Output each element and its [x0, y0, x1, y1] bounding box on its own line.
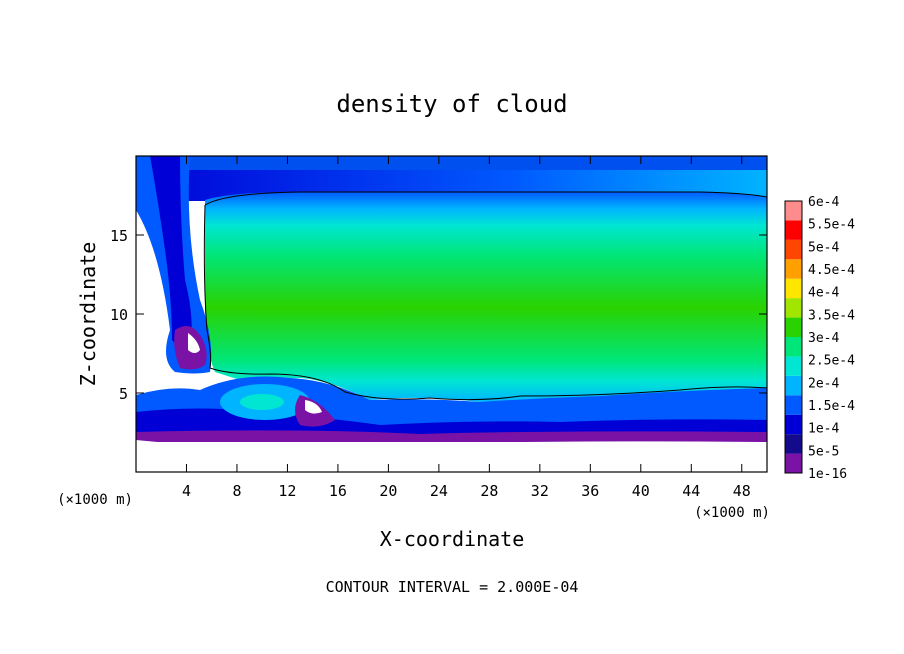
plot-area: [136, 156, 767, 472]
colorbar-swatch: [785, 298, 802, 318]
colorbar-label: 1e-4: [808, 422, 839, 437]
colorbar-swatch: [785, 356, 802, 376]
colorbar-label: 5e-5: [808, 444, 839, 459]
colorbar-label: 2e-4: [808, 376, 839, 391]
x-tick-label: 4: [182, 482, 191, 500]
colorbar-swatch: [785, 453, 802, 473]
x-tick-label: 16: [329, 482, 347, 500]
x-axis-label: X-coordinate: [380, 527, 525, 551]
colorbar: 1e-16 5e-5 1e-4 1.5e-4 2e-4 2.5e-4 3e-4 3.5e-4 4…: [784, 195, 855, 482]
x-unit-label: (×1000 m): [694, 505, 770, 521]
colorbar-swatch: [785, 259, 802, 279]
x-tick-label: 32: [531, 482, 549, 500]
contour-line: [203, 204, 767, 401]
contour-interval-note: CONTOUR INTERVAL = 2.000E-04: [326, 578, 579, 596]
y-tick-label: 10: [110, 306, 128, 324]
y-tick-label: 15: [110, 227, 128, 245]
colorbar-swatch: [785, 201, 802, 221]
upper-band-top: [136, 156, 767, 170]
colorbar-swatch: [785, 278, 802, 299]
x-tick-label: 28: [480, 482, 498, 500]
cloud-body: [205, 192, 767, 402]
x-axis: 4 8 12 16 20 24 28 32 36 40 44 48: [182, 156, 751, 500]
y-axis: 5 10 15: [110, 227, 767, 403]
x-tick-label: 44: [682, 482, 700, 500]
chart-title: density of cloud: [336, 90, 567, 118]
x-tick-label: 20: [379, 482, 397, 500]
colorbar-label: 4.5e-4: [808, 263, 855, 278]
x-tick-label: 12: [278, 482, 296, 500]
y-tick-label: 5: [119, 385, 128, 403]
white-pocket: [305, 400, 322, 414]
colorbar-swatch: [785, 434, 802, 454]
colorbar-label: 6e-4: [808, 195, 839, 210]
colorbar-swatch: [785, 317, 802, 337]
colorbar-swatch: [785, 395, 802, 415]
colorbar-label: 1.5e-4: [808, 399, 855, 414]
contour-line: [204, 191, 767, 206]
colorbar-label: 1e-16: [808, 467, 847, 482]
white-pocket: [188, 333, 200, 353]
colorbar-swatch: [785, 239, 802, 260]
x-tick-label: 40: [632, 482, 650, 500]
colorbar-swatch: [785, 220, 802, 240]
colorbar-label: 3.5e-4: [808, 308, 855, 323]
x-unit-label: (×1000 m): [57, 492, 133, 508]
colorbar-frame: [784, 200, 803, 474]
colorbar-swatch: [785, 414, 802, 435]
colorbar-label: 5e-4: [808, 240, 839, 255]
colorbar-label: 5.5e-4: [808, 218, 855, 233]
x-tick-label: 8: [232, 482, 241, 500]
colorbar-label: 2.5e-4: [808, 354, 855, 369]
colorbar-label: 3e-4: [808, 331, 839, 346]
ground-gap: [136, 442, 767, 472]
colorbar-swatch: [785, 337, 802, 357]
swirl-inner: [240, 394, 284, 410]
y-axis-label: Z-coordinate: [76, 242, 100, 387]
x-tick-label: 48: [733, 482, 751, 500]
x-tick-label: 24: [430, 482, 448, 500]
colorbar-label: 4e-4: [808, 286, 839, 301]
x-tick-label: 36: [581, 482, 599, 500]
colorbar-swatch: [785, 375, 802, 396]
plume-core: [150, 156, 192, 347]
